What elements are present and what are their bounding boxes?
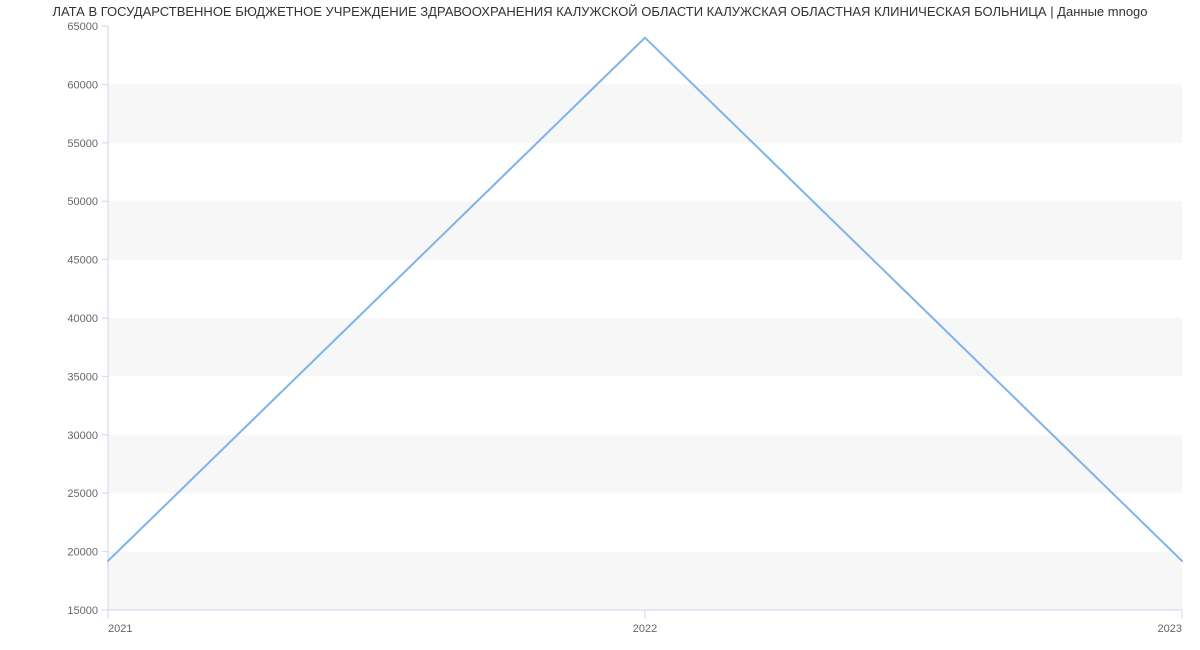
grid-band bbox=[108, 493, 1182, 551]
grid-band bbox=[108, 260, 1182, 318]
chart-plot: 15000 20000 25000 30000 35000 40000 45000 50000… bbox=[0, 0, 1200, 650]
y-axis-label: 40000 bbox=[67, 313, 98, 325]
grid-band bbox=[108, 201, 1182, 259]
grid-band bbox=[108, 26, 1182, 84]
y-axis-label: 20000 bbox=[67, 547, 98, 559]
y-axis-label: 60000 bbox=[67, 79, 98, 91]
y-axis-label: 45000 bbox=[67, 255, 98, 267]
grid-band bbox=[108, 143, 1182, 201]
x-axis-label: 2023 bbox=[1158, 623, 1182, 635]
chart-container: ЛАТА В ГОСУДАРСТВЕННОЕ БЮДЖЕТНОЕ УЧРЕЖДЕ… bbox=[0, 0, 1200, 650]
y-axis-label: 35000 bbox=[67, 371, 98, 383]
grid-band bbox=[108, 552, 1182, 610]
x-axis-label: 2022 bbox=[633, 623, 657, 635]
grid-band bbox=[108, 84, 1182, 142]
y-axis-label: 50000 bbox=[67, 196, 98, 208]
grid-band bbox=[108, 376, 1182, 434]
y-axis-label: 30000 bbox=[67, 430, 98, 442]
y-axis-label: 15000 bbox=[67, 605, 98, 617]
y-axis-label: 55000 bbox=[67, 138, 98, 150]
grid-band bbox=[108, 318, 1182, 376]
grid-band bbox=[108, 435, 1182, 493]
y-axis-label: 65000 bbox=[67, 21, 98, 33]
x-axis-label: 2021 bbox=[108, 623, 132, 635]
y-axis-label: 25000 bbox=[67, 488, 98, 500]
